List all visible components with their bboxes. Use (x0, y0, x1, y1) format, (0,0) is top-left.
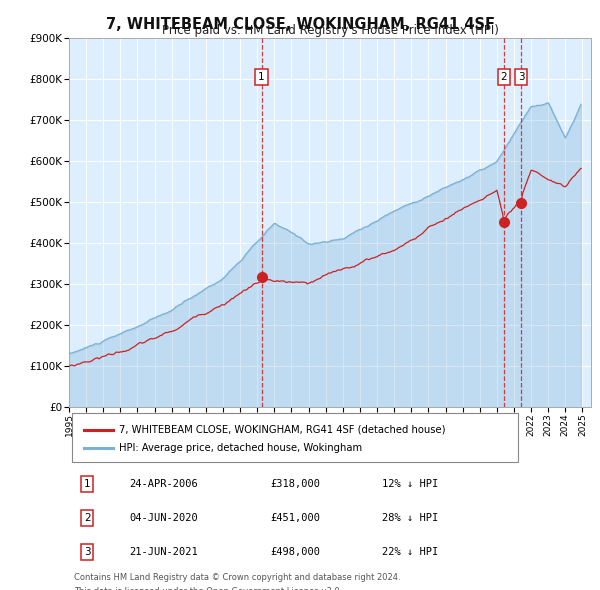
Text: 3: 3 (518, 72, 524, 82)
Text: 3: 3 (84, 547, 91, 557)
Text: 2: 2 (84, 513, 91, 523)
Text: Contains HM Land Registry data © Crown copyright and database right 2024.: Contains HM Land Registry data © Crown c… (74, 573, 401, 582)
Text: 7, WHITEBEAM CLOSE, WOKINGHAM, RG41 4SF (detached house): 7, WHITEBEAM CLOSE, WOKINGHAM, RG41 4SF … (119, 425, 445, 435)
Text: This data is licensed under the Open Government Licence v3.0.: This data is licensed under the Open Gov… (74, 587, 343, 590)
Text: 22% ↓ HPI: 22% ↓ HPI (382, 547, 439, 557)
Text: 24-APR-2006: 24-APR-2006 (129, 478, 198, 489)
FancyBboxPatch shape (71, 412, 518, 462)
Text: 7, WHITEBEAM CLOSE, WOKINGHAM, RG41 4SF: 7, WHITEBEAM CLOSE, WOKINGHAM, RG41 4SF (106, 17, 494, 31)
Text: 1: 1 (84, 478, 91, 489)
Text: 2: 2 (500, 72, 508, 82)
Text: 04-JUN-2020: 04-JUN-2020 (129, 513, 198, 523)
Text: £318,000: £318,000 (270, 478, 320, 489)
Text: HPI: Average price, detached house, Wokingham: HPI: Average price, detached house, Woki… (119, 442, 362, 453)
Title: Price paid vs. HM Land Registry's House Price Index (HPI): Price paid vs. HM Land Registry's House … (161, 24, 499, 37)
Text: £451,000: £451,000 (270, 513, 320, 523)
Text: 1: 1 (258, 72, 265, 82)
Text: 21-JUN-2021: 21-JUN-2021 (129, 547, 198, 557)
Text: 28% ↓ HPI: 28% ↓ HPI (382, 513, 439, 523)
Text: 12% ↓ HPI: 12% ↓ HPI (382, 478, 439, 489)
Text: £498,000: £498,000 (270, 547, 320, 557)
